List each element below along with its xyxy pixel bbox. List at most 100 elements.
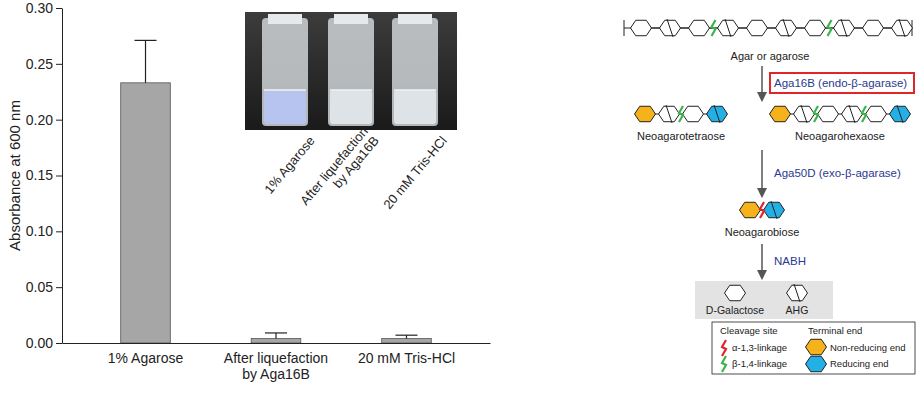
arrow [761, 150, 763, 196]
x-axis: 1% Agarose After liquefactionby Aga16B 20 … [63, 343, 491, 382]
galactose-ring [725, 285, 746, 300]
y-tick: 0.05 [26, 279, 62, 295]
error-bar-stem [145, 40, 146, 82]
ahg-ring [890, 105, 911, 123]
node-label: D-Galactose [706, 304, 765, 316]
x-tick: After liquefactionby Aga16B [224, 343, 328, 382]
arrow [761, 244, 763, 278]
x-tick: 20 mM Tris-HCl [358, 343, 455, 366]
ring-bridge [667, 19, 673, 37]
x-axis-line [63, 343, 491, 344]
enzyme-label: NABH [774, 255, 806, 267]
cleavage-mark [679, 106, 683, 122]
error-bar [135, 40, 157, 82]
bar [121, 83, 171, 343]
ring-bridge [794, 284, 800, 302]
ahg-ring [764, 201, 785, 219]
ring [683, 106, 704, 121]
y-tick-label: 0.00 [26, 335, 53, 351]
ring [689, 20, 710, 35]
ahg-ring [787, 284, 808, 302]
galactose-ring [635, 106, 656, 121]
ring [740, 202, 761, 217]
y-axis-title: Absorbance at 600 nm [6, 100, 23, 251]
inset-photo [245, 12, 457, 130]
error-bar [395, 335, 417, 338]
galactose-ring [770, 106, 791, 121]
y-axis: 0.000.050.100.150.200.250.30 [26, 0, 63, 351]
vial-meniscus [394, 89, 436, 91]
y-tick-mark [56, 64, 62, 65]
arrow [761, 66, 763, 100]
y-tick-label: 0.25 [26, 56, 53, 72]
galactose-ring [740, 202, 761, 217]
error-bar-cap [265, 332, 287, 333]
cleavage-mark [712, 20, 716, 36]
ring [631, 20, 652, 35]
y-tick-label: 0.20 [26, 112, 53, 128]
galactose-ring [683, 106, 704, 121]
y-tick-label: 0.15 [26, 167, 53, 183]
vial-meniscus [264, 89, 306, 91]
node-label: Neoagarobiose [725, 226, 800, 238]
legend-header: Terminal end [808, 325, 862, 336]
ring [770, 106, 791, 121]
node-label: AHG [786, 304, 809, 316]
ring [863, 20, 884, 35]
error-bar-stem [275, 333, 276, 339]
cleavage-mark [828, 20, 832, 36]
ring-bridge [801, 105, 807, 123]
ring [635, 106, 656, 121]
vial-neck [334, 14, 368, 24]
y-tick-mark [56, 231, 62, 232]
product-box [695, 281, 833, 319]
vial-neck [398, 14, 432, 24]
highlight-box [770, 73, 914, 93]
galactose-ring [866, 106, 887, 121]
y-tick-mark [56, 343, 62, 344]
ring-bridge [783, 19, 789, 37]
ahg-ring [794, 105, 815, 123]
y-axis-line [62, 9, 63, 344]
inset-label: 20 mM Tris-HCl [380, 133, 450, 212]
y-tick-label: 0.30 [26, 0, 53, 16]
cleavage-mark [722, 340, 726, 356]
error-bar-cap [135, 40, 157, 41]
ahg-ring [659, 105, 680, 123]
ring-bridge [849, 105, 855, 123]
figure: 0.000.050.100.150.200.250.301% AgaroseAf… [0, 0, 917, 398]
ahg-ring [707, 105, 728, 123]
ring [806, 339, 827, 354]
y-tick-mark [56, 8, 62, 9]
galactose-ring [805, 20, 826, 35]
bar [251, 339, 301, 343]
galactose-ring [631, 20, 652, 35]
ring [747, 20, 768, 35]
vial-liquid [330, 90, 372, 124]
ring [805, 20, 826, 35]
ahg-ring [718, 19, 739, 37]
cleavage-mark [760, 202, 764, 218]
ahg-ring [842, 105, 863, 123]
ring-bridge [771, 201, 777, 219]
legend-header: Cleavage site [720, 325, 778, 336]
galactose-ring [863, 20, 884, 35]
ring-bridge [897, 105, 903, 123]
vial [328, 18, 374, 126]
x-tick: 1% Agarose [108, 343, 184, 366]
vial [392, 18, 438, 126]
vial-liquid [264, 90, 306, 124]
vial-neck [268, 14, 302, 24]
error-bar [265, 333, 287, 339]
y-tick: 0.30 [26, 0, 62, 16]
y-tick: 0.20 [26, 112, 62, 128]
bar [382, 339, 432, 343]
cleavage-mark [862, 106, 866, 122]
ring-bridge [714, 105, 720, 123]
node-label: Neoagarotetraose [637, 130, 725, 142]
y-tick: 0.00 [26, 335, 62, 351]
galactose-ring [747, 20, 768, 35]
ahg-ring [776, 19, 797, 37]
ring-bridge [899, 19, 905, 37]
enzyme-label: Aga50D (exo-β-agarase) [774, 167, 901, 179]
